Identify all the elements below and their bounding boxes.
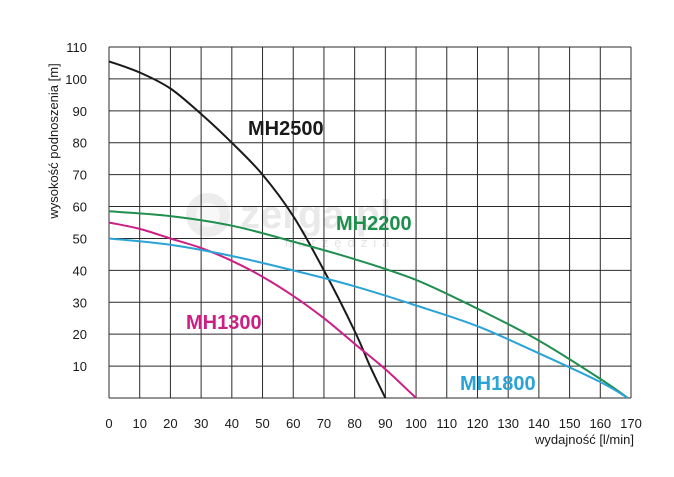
x-tick-label: 170 [620,416,642,431]
series-label-mh1800: MH1800 [460,373,536,395]
y-tick-label: 80 [73,136,87,151]
y-tick-label: 20 [73,327,87,342]
x-tick-label: 50 [255,416,269,431]
x-tick-label: 160 [589,416,611,431]
performance-curves [108,60,629,399]
y-tick-label: 10 [73,359,87,374]
series-label-mh1300: MH1300 [186,312,262,334]
x-tick-label: 40 [225,416,239,431]
x-tick-label: 120 [467,416,489,431]
y-tick-label: 30 [73,295,87,310]
watermark-sub: narzędzia [285,235,395,250]
x-tick-label: 90 [378,416,392,431]
y-axis-ticks: 10 20 30 40 50 60 70 80 90 100 110 [65,40,87,374]
y-tick-label: 60 [73,200,87,215]
series-labels: MH2500 MH2200 MH1300 MH1800 [186,118,536,395]
x-tick-label: 0 [105,416,112,431]
watermark-brand: zerga.pl [240,193,391,237]
y-tick-label: 100 [65,72,87,87]
x-tick-label: 100 [405,416,427,431]
x-tick-label: 30 [194,416,208,431]
y-tick-label: 90 [73,104,87,119]
y-axis-label: wysokość podnoszenia [m] [46,63,61,219]
y-tick-label: 50 [73,231,87,246]
x-tick-label: 80 [347,416,361,431]
x-tick-label: 150 [559,416,581,431]
series-line-mh1800 [108,237,629,399]
x-tick-label: 130 [497,416,519,431]
y-tick-label: 70 [73,168,87,183]
x-tick-label: 20 [163,416,177,431]
x-tick-label: 140 [528,416,550,431]
x-tick-label: 110 [436,416,457,431]
series-label-mh2200: MH2200 [336,213,412,235]
series-line-mh1300 [108,221,417,399]
x-tick-label: 60 [286,416,300,431]
x-tick-label: 10 [132,416,146,431]
series-label-mh2500: MH2500 [248,118,324,140]
series-line-mh2200 [108,210,629,399]
series-line-mh2500 [108,60,387,399]
watermark-logo: zerga.pl narzędzia [186,193,395,250]
y-tick-label: 40 [73,263,87,278]
x-axis-label: wydajność [l/min] [534,432,634,447]
x-tick-label: 70 [317,416,331,431]
y-tick-label: 110 [66,40,87,55]
x-axis-ticks: 0 10 20 30 40 50 60 70 80 90 100 110 120 130 140 150 160… [105,416,641,431]
